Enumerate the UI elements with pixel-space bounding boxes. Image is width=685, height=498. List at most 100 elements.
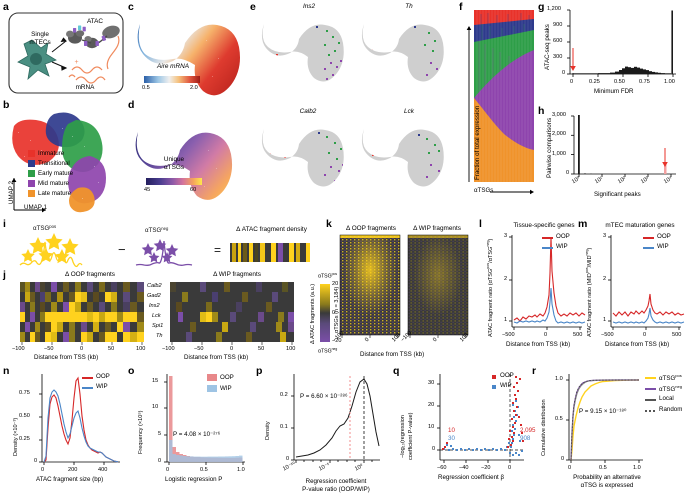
panel-r-atsg-neg-line bbox=[570, 379, 639, 461]
panel-q-xlabel: Regression coefficient β bbox=[438, 474, 505, 481]
panel-c-colorbar bbox=[144, 76, 200, 83]
panel-g-xtick-2: 0.50 bbox=[614, 79, 625, 85]
panel-j-cbar-tick-1: 0 bbox=[332, 310, 336, 316]
legend-swatch-immature bbox=[28, 150, 35, 157]
panel-j-cbar-bottom-label: αTSGneg bbox=[318, 347, 338, 355]
panel-r-legend-swatch-atsg-neg bbox=[645, 388, 656, 391]
panel-n-legend-swatch-oop bbox=[82, 377, 93, 380]
panel-c: Aire mRNA 0.5 2.0 bbox=[128, 6, 246, 104]
atsg-neg-trace bbox=[135, 240, 193, 266]
panel-m-title: mTEC maturation genes bbox=[605, 222, 675, 229]
panel-q-legend-label-oop: OOP bbox=[500, 372, 514, 379]
panel-l: Tissue-specific genes 3 2 1 −500 0 500 D… bbox=[482, 221, 586, 361]
panel-f: Fraction of total expression αTSGs bbox=[466, 10, 534, 206]
panel-label-k: k bbox=[326, 218, 332, 230]
panel-h-xlabel: Significant peaks bbox=[594, 191, 641, 198]
panel-j-colorbar-group: αTSGpos αTSGneg 20 0 −20 Δ ATAC fragment… bbox=[296, 272, 342, 364]
panel-m-legend-label-oop: OOP bbox=[657, 233, 671, 240]
panel-n-legend-label-oop: OOP bbox=[96, 373, 110, 380]
panel-p-annotation: P = 6.60 × 10⁻²⁸⁶ bbox=[300, 393, 348, 400]
panel-m-ytick-2: 1 bbox=[603, 317, 607, 323]
panel-g-xtick-4: 1.00 bbox=[664, 79, 675, 85]
panel-j-right-title: Δ WIP fragments bbox=[213, 271, 261, 278]
panel-l-wip-line bbox=[513, 287, 586, 324]
panel-l-lineplot bbox=[509, 235, 586, 330]
panel-p-xlabel-l2: P-value ratio (OOP/WIP) bbox=[302, 486, 370, 493]
panel-o-ytick-2: 5 bbox=[158, 431, 162, 437]
panel-q-legend-swatch-oop bbox=[492, 375, 496, 379]
panel-n-ytick-0: 0.75 bbox=[19, 390, 30, 396]
panel-c-colorbar-title: Aire mRNA bbox=[157, 63, 189, 70]
atac-label: ATAC bbox=[86, 18, 104, 25]
panel-i: αTSGpos − αTSGneg = bbox=[14, 221, 314, 269]
panel-p-density-line bbox=[295, 378, 380, 458]
panel-j-gene-calb2: Calb2 bbox=[147, 283, 162, 289]
panel-o: 15 10 5 0 0 0.5 1.0 Logistic regression … bbox=[133, 368, 253, 496]
panel-m-ytick-0: 3 bbox=[603, 233, 607, 239]
panel-g-ytick-1: 900 bbox=[553, 22, 563, 28]
panel-j-left-xtick-1: −50 bbox=[44, 346, 54, 352]
panel-o-bars bbox=[169, 376, 243, 462]
panel-l-ylabel: ATAC fragment ratio (αTSGpos/αTSGneg) bbox=[486, 238, 494, 337]
panel-f-ylabel: Fraction of total expression bbox=[474, 105, 481, 180]
panel-label-h: h bbox=[538, 105, 545, 117]
panel-q-wip-points bbox=[443, 400, 523, 456]
panel-label-e: e bbox=[250, 1, 256, 13]
panel-label-l: l bbox=[479, 218, 482, 230]
legend-label-late-mature: Late mature bbox=[38, 190, 72, 197]
panel-o-legend-swatch-wip bbox=[207, 385, 217, 392]
panel-m-ytick-1: 2 bbox=[603, 276, 607, 282]
mtec-cell-icon bbox=[17, 39, 57, 81]
plus-sign: + bbox=[75, 59, 79, 66]
panel-q-xtick-2: −20 bbox=[481, 465, 491, 471]
panel-r-xtick-0: 0 bbox=[568, 465, 572, 471]
panel-q-ylabel-l2: coefficient P-value) bbox=[408, 412, 414, 460]
legend-label-transitional: Transitional bbox=[38, 160, 70, 167]
legend-swatch-mid-mature bbox=[28, 180, 35, 187]
panel-r-cdf bbox=[566, 374, 643, 463]
minus-operator: − bbox=[118, 242, 126, 257]
panel-k-right-title: Δ WIP fragments bbox=[413, 225, 461, 232]
panel-q-count-right-wip: 908 bbox=[520, 435, 531, 442]
panel-n-wip-line bbox=[43, 389, 119, 463]
panel-label-c: c bbox=[128, 1, 134, 13]
panel-n-legend-swatch-wip bbox=[82, 387, 93, 390]
panel-l-ytick-2: 1 bbox=[504, 317, 508, 323]
panel-d: Unique αTSGs 45 60 bbox=[128, 106, 246, 211]
panel-k-left-title: Δ OOP fragments bbox=[346, 225, 396, 232]
panel-n-axes bbox=[39, 374, 120, 465]
panel-o-xtick-2: 1.0 bbox=[237, 467, 245, 473]
panel-h-ytick-2: 1,000 bbox=[552, 151, 566, 157]
panel-n-xlabel: ATAC fragment size (bp) bbox=[36, 476, 104, 483]
panel-g-xtick-3: 0.75 bbox=[639, 79, 650, 85]
panel-l-xtick-0: −500 bbox=[502, 332, 515, 338]
panel-j-right-xtick-0: −100 bbox=[162, 346, 175, 352]
panel-j-left-xtick-3: 50 bbox=[108, 346, 115, 352]
panel-j-gene-th: Th bbox=[156, 333, 163, 339]
panel-k-heatmaps bbox=[339, 234, 469, 338]
panel-l-legend-swatch-oop bbox=[542, 237, 553, 240]
atsg-pos-trace bbox=[19, 241, 83, 268]
panel-m-xlabel: Distance from TSS (kb) bbox=[605, 341, 670, 348]
panel-r-legend-swatch-local bbox=[645, 399, 656, 402]
panel-m-xtick-1: 0 bbox=[643, 332, 647, 338]
panel-label-a: a bbox=[3, 1, 9, 13]
panel-g-red-arrow bbox=[570, 48, 576, 71]
panel-l-ytick-1: 2 bbox=[504, 276, 508, 282]
panel-r-xlabel-l1: Probability an alternative bbox=[573, 474, 641, 481]
panel-l-axes bbox=[509, 235, 582, 330]
panel-p-density bbox=[291, 374, 380, 463]
panel-p-ylabel: Density bbox=[265, 421, 271, 440]
panel-j-left-xtick-4: 100 bbox=[136, 346, 146, 352]
legend-label-mid-mature: Mid mature bbox=[38, 180, 69, 187]
panel-m-xtick-2: 500 bbox=[672, 332, 682, 338]
panel-o-axes bbox=[164, 374, 245, 465]
panel-m-ylabel: ATAC fragment ratio (MIDpos/MIDneg) bbox=[585, 247, 593, 337]
panel-e-title-calb2: Calb2 bbox=[299, 108, 317, 115]
panel-label-j: j bbox=[3, 269, 6, 281]
panel-r-legend-label-atsg-neg: αTSGneg bbox=[659, 384, 682, 394]
atsg-neg-label: αTSGneg bbox=[145, 226, 169, 234]
panel-label-g: g bbox=[538, 1, 545, 13]
panel-p-axes bbox=[291, 374, 380, 463]
legend-label-early-mature: Early mature bbox=[38, 170, 74, 177]
